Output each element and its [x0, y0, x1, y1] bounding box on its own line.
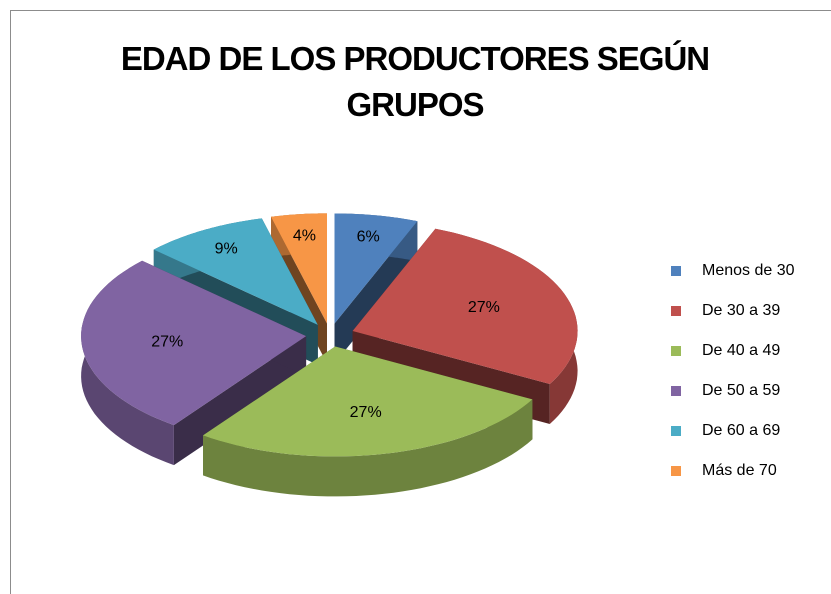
slice-top — [334, 213, 418, 324]
data-label: 27% — [350, 404, 382, 421]
legend-label: De 60 a 69 — [702, 422, 780, 439]
legend-swatch — [671, 266, 681, 276]
slice-top — [203, 346, 533, 457]
slice-top — [271, 213, 327, 324]
legend-swatch — [671, 426, 681, 436]
slice-top — [352, 228, 578, 384]
legend-swatch — [671, 306, 681, 316]
legend-swatch — [671, 386, 681, 396]
chart-border — [10, 10, 831, 594]
slice-wall — [203, 399, 533, 497]
slice-top — [153, 218, 318, 325]
chart-title: EDAD DE LOS PRODUCTORES SEGÚN GRUPOS — [120, 40, 710, 123]
legend-label: De 50 a 59 — [702, 382, 780, 399]
slice — [352, 228, 578, 424]
legend-label: De 30 a 39 — [702, 302, 780, 319]
data-label: 6% — [357, 228, 380, 245]
legend-swatch — [671, 346, 681, 356]
slice — [203, 346, 533, 497]
data-label: 27% — [468, 299, 500, 316]
legend-label: Más de 70 — [702, 462, 777, 479]
legend-label: Menos de 30 — [702, 262, 795, 279]
slice-top — [81, 260, 307, 426]
legend-swatch — [671, 466, 681, 476]
legend-label: De 40 a 49 — [702, 342, 780, 359]
data-label: 4% — [293, 227, 316, 244]
data-label: 9% — [215, 240, 238, 257]
data-label: 27% — [151, 334, 183, 351]
